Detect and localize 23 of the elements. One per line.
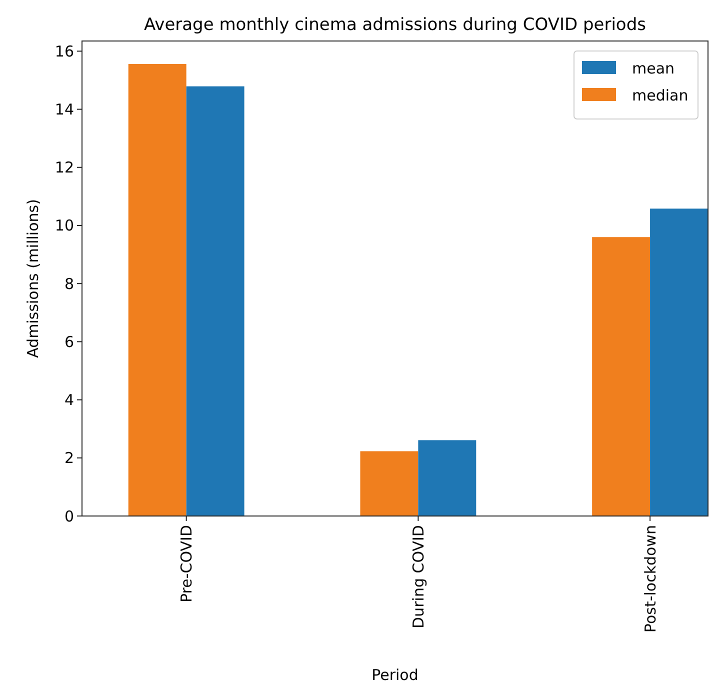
y-axis-title: Admissions (millions) xyxy=(24,199,42,358)
x-tick-label: During COVID xyxy=(409,525,428,628)
bar xyxy=(592,237,650,516)
bar xyxy=(360,451,418,516)
y-tick-label: 12 xyxy=(54,158,74,177)
legend-label: median xyxy=(632,86,688,104)
bar xyxy=(128,64,186,516)
y-tick-label: 2 xyxy=(64,449,74,468)
x-tick-label: Pre-COVID xyxy=(178,525,196,603)
bar xyxy=(186,86,244,516)
y-tick-label: 14 xyxy=(54,100,74,119)
x-tick-label: Post-lockdown xyxy=(641,525,660,633)
y-tick-label: 8 xyxy=(64,274,74,293)
x-axis-title: Period xyxy=(372,666,418,684)
bar xyxy=(650,208,708,516)
y-tick-label: 10 xyxy=(54,216,74,235)
chart-title: Average monthly cinema admissions during COVID periods xyxy=(144,15,646,35)
y-tick-label: 16 xyxy=(54,42,74,60)
legend-label: mean xyxy=(632,59,675,78)
bar xyxy=(418,440,476,516)
y-tick-label: 4 xyxy=(64,391,74,410)
y-tick-label: 0 xyxy=(64,507,74,526)
y-tick-label: 6 xyxy=(64,332,74,351)
